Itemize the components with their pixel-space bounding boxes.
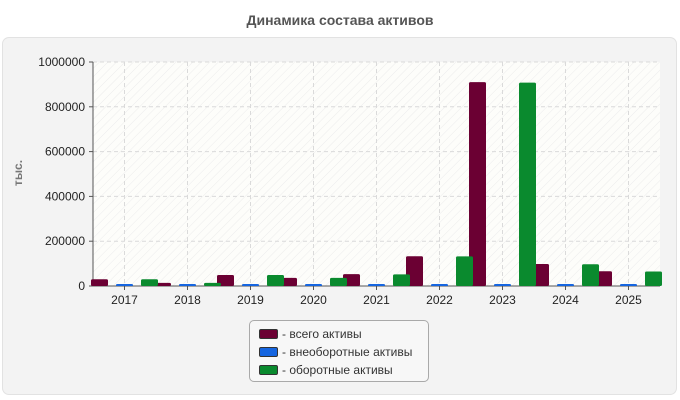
- legend-label: - всего активы: [282, 327, 362, 341]
- bar-2-2020: [305, 284, 322, 286]
- bar-3-2025: [645, 271, 662, 286]
- y-tick-label: 200000: [45, 234, 85, 248]
- bar-3-2019: [267, 275, 284, 286]
- legend-item: - оборотные активы: [259, 361, 428, 379]
- bar-1-2019: [217, 275, 234, 286]
- bar-1-2021: [343, 274, 360, 286]
- legend-swatch: [259, 329, 278, 339]
- x-tick-label: 2024: [552, 293, 579, 307]
- bar-1-2025: [595, 271, 612, 286]
- y-tick-label: 0: [78, 279, 85, 293]
- y-axis-label: тыс.: [11, 160, 25, 186]
- x-tick-label: 2025: [615, 293, 642, 307]
- x-tick-label: 2019: [237, 293, 264, 307]
- legend-item: - всего активы: [259, 325, 428, 343]
- x-tick-label: 2022: [426, 293, 453, 307]
- x-tick-label: 2018: [174, 293, 201, 307]
- bar-3-2024: [582, 264, 599, 286]
- x-tick-label: 2017: [111, 293, 138, 307]
- y-tick-label: 1000000: [38, 55, 85, 69]
- bar-2-2017: [116, 284, 133, 286]
- bar-1-2020: [280, 277, 297, 286]
- bar-3-2018: [204, 282, 221, 286]
- x-tick-label: 2020: [300, 293, 327, 307]
- x-tick-label: 2023: [489, 293, 516, 307]
- bar-1-2023: [469, 82, 486, 286]
- bar-2-2025: [620, 284, 637, 286]
- bars: [91, 82, 662, 286]
- bar-3-2021: [393, 274, 410, 286]
- bar-2-2019: [242, 284, 259, 286]
- legend-item: - внеоборотные активы: [259, 343, 428, 361]
- bar-2-2022: [431, 284, 448, 286]
- bar-1-2024: [532, 264, 549, 286]
- legend-label: - оборотные активы: [282, 363, 393, 377]
- bar-3-2020: [330, 277, 347, 286]
- chart-title: Динамика состава активов: [246, 12, 434, 28]
- bar-2-2024: [557, 284, 574, 286]
- bar-2-2023: [494, 284, 511, 286]
- y-tick-label: 400000: [45, 189, 85, 203]
- x-tick-label: 2021: [363, 293, 390, 307]
- bar-3-2022: [456, 256, 473, 286]
- legend-swatch: [259, 347, 278, 357]
- bar-1-2017: [91, 279, 108, 286]
- y-tick-label: 800000: [45, 100, 85, 114]
- bar-3-2017: [141, 279, 158, 286]
- bar-2-2021: [368, 284, 385, 286]
- bar-2-2018: [179, 284, 196, 286]
- legend-label: - внеоборотные активы: [282, 345, 413, 359]
- grid-lines: [93, 61, 660, 286]
- y-tick-label: 600000: [45, 145, 85, 159]
- bar-1-2022: [406, 256, 423, 286]
- chart-legend: - всего активы - внеоборотные активы - обо…: [249, 320, 429, 382]
- bar-3-2023: [519, 82, 536, 286]
- bar-1-2018: [154, 282, 171, 286]
- tick-labels: 0 200000 400000 600000 800000 1000000 2017 2018…: [38, 55, 642, 307]
- legend-swatch: [259, 365, 278, 375]
